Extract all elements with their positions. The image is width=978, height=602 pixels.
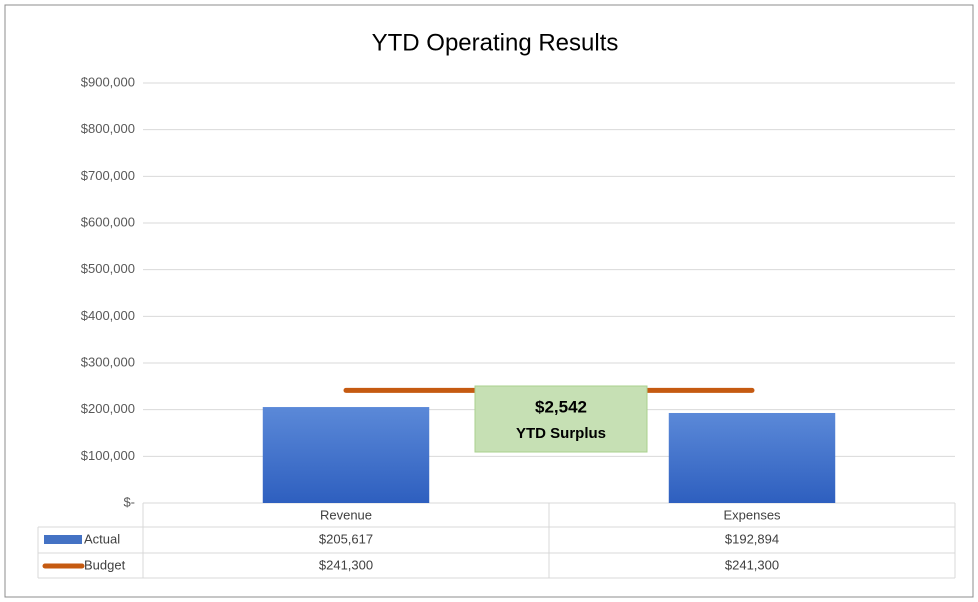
chart-title: YTD Operating Results	[372, 29, 619, 56]
y-tick-label: $-	[123, 494, 135, 509]
bar	[262, 407, 430, 503]
y-tick-label: $500,000	[81, 261, 135, 276]
y-tick-label: $200,000	[81, 401, 135, 416]
y-tick-label: $900,000	[81, 74, 135, 89]
legend-label: Actual	[84, 531, 120, 546]
table-value: $241,300	[725, 557, 779, 572]
y-tick-label: $600,000	[81, 214, 135, 229]
y-tick-label: $800,000	[81, 121, 135, 136]
bar	[668, 412, 836, 503]
table-value: $205,617	[319, 531, 373, 546]
y-tick-label: $700,000	[81, 168, 135, 183]
annotation-box	[474, 385, 648, 453]
y-tick-label: $400,000	[81, 308, 135, 323]
annotation-label: YTD Surplus	[516, 425, 606, 442]
frame	[4, 4, 974, 598]
x-tick-label: Revenue	[320, 507, 372, 522]
table-value: $241,300	[319, 557, 373, 572]
table-value: $192,894	[725, 531, 779, 546]
x-tick-label: Expenses	[723, 507, 781, 522]
annotation-value: $2,542	[535, 397, 587, 416]
legend-label: Budget	[84, 557, 126, 572]
y-tick-label: $100,000	[81, 448, 135, 463]
y-tick-label: $300,000	[81, 354, 135, 369]
legend-key	[44, 535, 82, 544]
